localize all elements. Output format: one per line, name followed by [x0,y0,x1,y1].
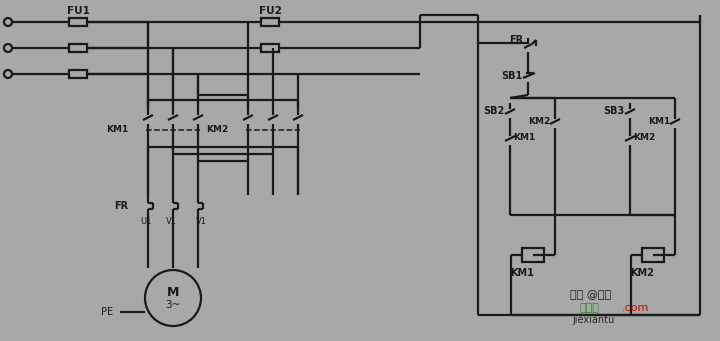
Text: jiexiantu: jiexiantu [572,315,614,325]
Text: KM1: KM1 [510,268,534,278]
Text: 接线图: 接线图 [580,303,600,313]
Bar [642,248,664,262]
Bar [261,18,279,26]
Bar [261,44,279,52]
Text: KM2: KM2 [206,125,228,134]
Text: V1: V1 [196,217,207,225]
Text: KM1: KM1 [513,133,535,142]
Text: KM2: KM2 [528,117,550,125]
Text: KM1: KM1 [648,117,670,125]
Text: FU1: FU1 [66,6,89,16]
Text: SB3: SB3 [604,106,625,116]
Text: U1: U1 [140,217,152,225]
Text: SB1: SB1 [502,71,523,81]
Text: PE: PE [101,307,113,317]
Text: V1: V1 [166,217,176,225]
Text: FR: FR [114,201,128,211]
Bar [69,18,87,26]
Text: SB2: SB2 [484,106,505,116]
Text: .com: .com [622,303,649,313]
Text: KM2: KM2 [630,268,654,278]
Bar [522,248,544,262]
Bar [69,70,87,78]
Text: 3~: 3~ [166,300,181,310]
Bar [69,44,87,52]
Text: KM2: KM2 [633,133,655,142]
Text: FU2: FU2 [258,6,282,16]
Text: M: M [167,286,179,299]
Text: 知乎 @渔夫: 知乎 @渔夫 [570,290,611,300]
Text: FR: FR [509,35,523,45]
Text: KM1: KM1 [106,125,128,134]
